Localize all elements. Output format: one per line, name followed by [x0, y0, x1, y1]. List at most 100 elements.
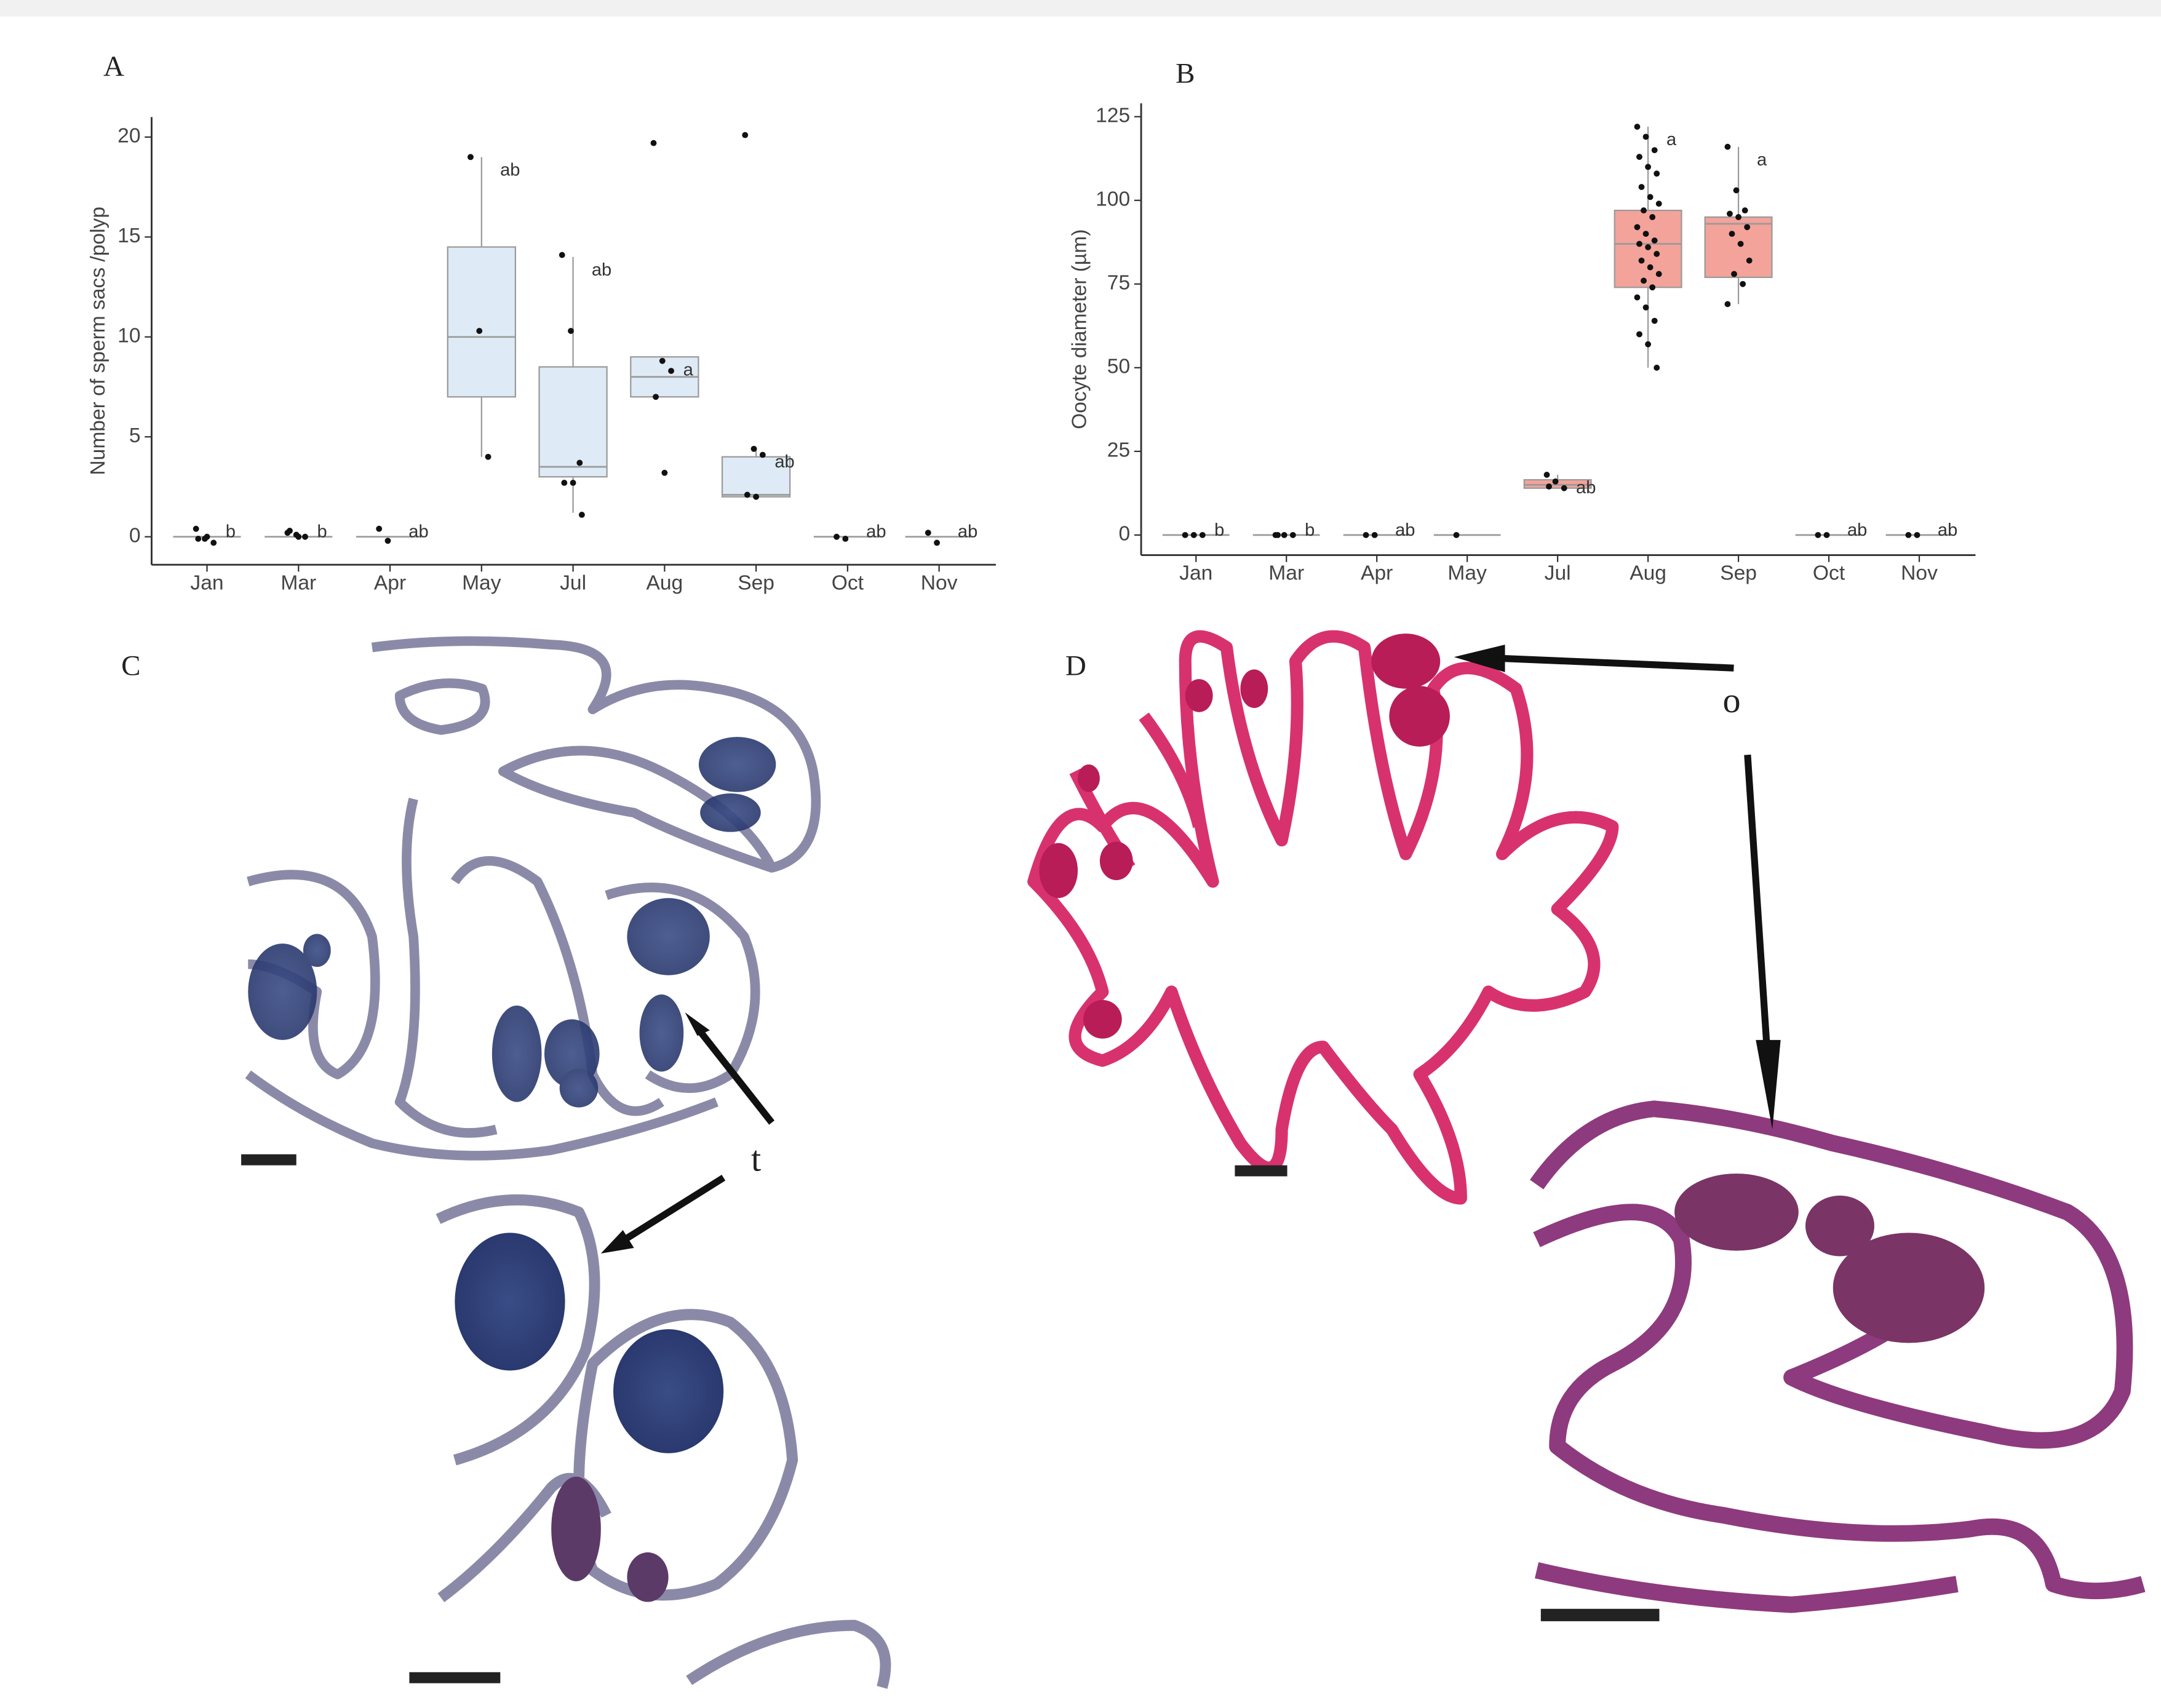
- significance-letter: ab: [592, 260, 611, 280]
- arrow: [1744, 754, 1770, 1047]
- data-point: [1638, 184, 1645, 190]
- arrowhead: [600, 1229, 634, 1253]
- data-point: [1199, 531, 1206, 538]
- data-point: [1729, 231, 1735, 237]
- x-tick-label: Nov: [921, 571, 958, 594]
- data-point: [210, 539, 217, 546]
- data-point: [750, 445, 757, 452]
- data-point: [1647, 194, 1654, 201]
- significance-letter: ab: [1938, 520, 1957, 540]
- data-point: [1724, 301, 1731, 308]
- data-point: [1634, 294, 1641, 301]
- data-point: [1655, 271, 1662, 277]
- data-point: [1651, 237, 1658, 244]
- panel-label: C: [121, 649, 140, 681]
- data-point: [1453, 531, 1460, 538]
- data-point: [576, 459, 583, 466]
- data-point: [1649, 214, 1656, 220]
- micrograph-c-bottom-cells: [455, 1233, 724, 1602]
- micrograph-d-detail-cells: [1674, 1174, 1985, 1343]
- arrow: [693, 1023, 775, 1125]
- data-point: [561, 480, 568, 486]
- significance-letter: ab: [958, 522, 977, 542]
- x-tick-label: Aug: [1630, 562, 1666, 585]
- y-tick-label: 10: [117, 325, 140, 348]
- scale-bar: [409, 1672, 501, 1683]
- data-point: [653, 394, 659, 400]
- y-tick-label: 15: [117, 224, 140, 247]
- data-point: [659, 357, 666, 364]
- data-point: [302, 533, 308, 540]
- x-tick-label: Oct: [832, 571, 864, 594]
- scale-bar: [1540, 1608, 1660, 1621]
- x-tick-label: Mar: [281, 571, 316, 594]
- y-tick-label: 50: [1107, 356, 1130, 378]
- data-point: [1642, 133, 1649, 140]
- data-point: [1289, 531, 1296, 538]
- box: [447, 246, 516, 398]
- significance-letter: b: [226, 522, 236, 542]
- significance-letter: ab: [1395, 520, 1415, 540]
- data-point: [1731, 271, 1737, 277]
- data-point: [1182, 531, 1188, 538]
- micrograph-d-star-cells: [1039, 634, 1450, 1039]
- data-point: [1641, 277, 1647, 284]
- significance-letter: ab: [1576, 478, 1596, 498]
- micrograph-d-detail: [1530, 1100, 2146, 1613]
- x-tick-label: Oct: [1813, 562, 1845, 585]
- box: [1704, 216, 1773, 279]
- data-point: [578, 512, 585, 518]
- data-point: [1275, 531, 1281, 538]
- x-tick-label: Mar: [1268, 562, 1304, 585]
- significance-letter: b: [317, 522, 327, 542]
- x-tick-label: May: [1447, 562, 1487, 585]
- data-point: [1645, 341, 1652, 348]
- data-point: [834, 533, 840, 540]
- x-tick-label: Sep: [738, 571, 774, 594]
- y-axis-label: Number of sperm sacs /polyp: [87, 207, 109, 475]
- data-point: [1641, 207, 1647, 214]
- box: [538, 366, 608, 478]
- micrograph-c-top: [245, 636, 821, 1161]
- panel-label: D: [1065, 649, 1086, 681]
- significance-letter: b: [1305, 520, 1315, 540]
- data-point: [570, 480, 576, 486]
- y-tick-label: 125: [1096, 105, 1130, 127]
- data-point: [1190, 531, 1197, 538]
- micrograph-c-top-cells: [248, 737, 776, 1108]
- data-point: [1654, 364, 1660, 371]
- data-point: [1647, 264, 1654, 271]
- data-point: [1636, 240, 1642, 247]
- data-point: [195, 536, 202, 542]
- x-tick-label: Jul: [1545, 562, 1571, 585]
- data-point: [1737, 240, 1744, 247]
- data-point: [1654, 170, 1660, 177]
- data-point: [1655, 201, 1662, 207]
- arrow: [1502, 654, 1734, 672]
- data-point: [742, 132, 749, 138]
- data-point: [1281, 531, 1287, 538]
- scale-bar: [241, 1154, 296, 1166]
- data-point: [759, 451, 766, 458]
- data-point: [1371, 531, 1378, 538]
- data-point: [1546, 483, 1552, 490]
- data-point: [1543, 472, 1550, 478]
- data-point: [1735, 214, 1742, 220]
- data-point: [485, 453, 491, 460]
- data-point: [1638, 257, 1645, 264]
- data-point: [1636, 331, 1642, 338]
- data-point: [650, 140, 657, 146]
- panel-label: A: [103, 50, 124, 82]
- significance-letter: a: [683, 360, 694, 379]
- top-bar: [0, 0, 2161, 17]
- data-point: [1654, 250, 1660, 257]
- data-point: [559, 252, 565, 258]
- data-point: [842, 536, 849, 542]
- annotation: t: [751, 1139, 761, 1179]
- data-point: [1634, 224, 1641, 231]
- x-tick-label: Apr: [1361, 562, 1393, 585]
- data-point: [1914, 531, 1920, 538]
- x-tick-label: May: [462, 571, 501, 594]
- data-point: [1561, 485, 1567, 491]
- y-tick-label: 75: [1107, 272, 1130, 295]
